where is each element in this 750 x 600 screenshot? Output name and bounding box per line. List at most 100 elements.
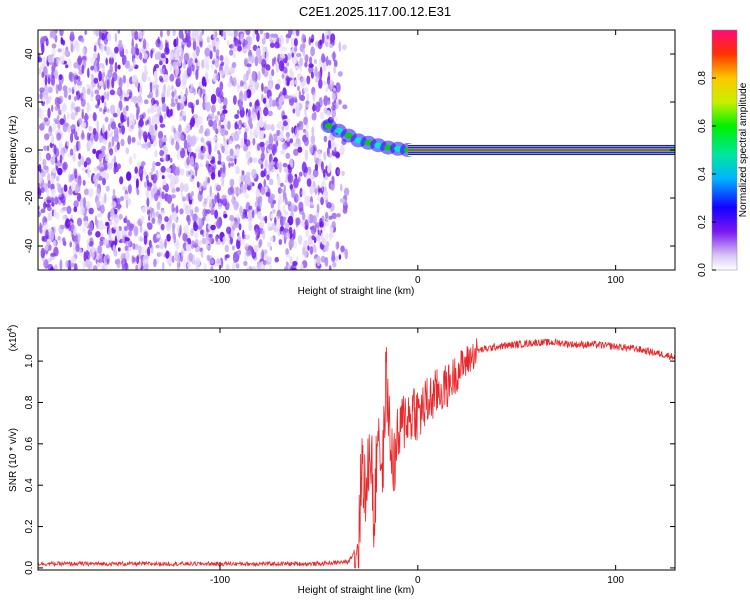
noise-speckle	[180, 190, 184, 199]
noise-speckle	[247, 218, 253, 223]
noise-speckle	[164, 238, 167, 249]
noise-speckle	[136, 105, 140, 115]
noise-speckle	[307, 77, 310, 85]
noise-speckle	[255, 188, 261, 198]
noise-speckle	[282, 115, 288, 120]
noise-speckle	[81, 55, 87, 62]
noise-speckle	[105, 185, 110, 192]
noise-speckle	[127, 199, 131, 204]
noise-speckle	[179, 133, 184, 141]
noise-speckle	[321, 53, 326, 64]
noise-speckle	[82, 167, 86, 172]
noise-speckle	[339, 198, 346, 204]
noise-speckle	[304, 149, 309, 161]
noise-speckle	[227, 82, 233, 88]
noise-speckle	[314, 187, 318, 196]
noise-speckle	[236, 82, 240, 93]
noise-speckle	[44, 75, 48, 86]
noise-speckle	[105, 153, 109, 162]
noise-speckle	[325, 233, 329, 240]
noise-speckle	[161, 93, 165, 98]
noise-speckle	[321, 32, 325, 44]
noise-speckle	[48, 230, 55, 242]
noise-speckle	[275, 139, 279, 147]
noise-speckle	[46, 74, 52, 79]
colorbar-frame	[711, 29, 738, 271]
noise-speckle	[169, 52, 174, 60]
noise-speckle	[130, 96, 135, 102]
noise-speckle	[263, 179, 267, 188]
noise-speckle	[161, 175, 165, 180]
noise-speckle	[312, 103, 315, 112]
noise-speckle	[186, 65, 192, 77]
snr-y-label: SNR (10 * v/v)	[8, 428, 19, 492]
noise-speckle	[323, 95, 329, 107]
noise-speckle	[53, 69, 59, 80]
noise-speckle	[314, 163, 319, 171]
noise-speckle	[222, 105, 227, 110]
noise-speckle	[279, 95, 283, 105]
noise-speckle	[171, 85, 174, 91]
noise-speckle	[280, 43, 283, 54]
noise-speckle	[223, 148, 229, 156]
noise-speckle	[188, 30, 191, 37]
noise-speckle	[62, 237, 66, 243]
noise-speckle	[90, 73, 95, 82]
noise-speckle	[239, 106, 245, 111]
noise-speckle	[245, 234, 251, 240]
noise-speckle	[268, 132, 273, 142]
noise-speckle	[76, 217, 83, 227]
noise-speckle	[248, 205, 253, 210]
noise-speckle	[262, 97, 267, 104]
noise-speckle	[119, 176, 124, 185]
noise-speckle	[282, 190, 286, 201]
noise-speckle	[77, 75, 81, 82]
noise-speckle	[53, 118, 59, 123]
noise-speckle	[98, 161, 104, 173]
noise-speckle	[148, 214, 151, 221]
noise-speckle	[277, 175, 281, 187]
noise-speckle	[136, 255, 140, 265]
spectrogram-panel: -100 0 100 -40 -20 0 20 40 Height of straight …	[8, 29, 749, 297]
noise-speckle	[78, 153, 81, 160]
noise-speckle	[265, 191, 271, 197]
noise-speckle	[99, 30, 102, 40]
noise-speckle	[137, 30, 143, 39]
noise-speckle	[69, 148, 74, 156]
noise-speckle	[298, 90, 302, 100]
noise-speckle	[207, 154, 212, 160]
noise-speckle	[101, 30, 108, 39]
noise-speckle	[57, 48, 62, 53]
noise-speckle	[128, 66, 132, 73]
noise-speckle	[256, 143, 261, 151]
noise-speckle	[175, 142, 180, 151]
noise-speckle	[167, 154, 171, 161]
noise-speckle	[287, 30, 293, 37]
noise-speckle	[105, 221, 109, 227]
noise-speckle	[106, 258, 110, 265]
noise-speckle	[159, 60, 163, 66]
noise-speckle	[290, 37, 296, 47]
noise-speckle	[246, 267, 251, 270]
noise-speckle	[190, 227, 195, 237]
noise-speckle	[200, 229, 204, 235]
signal-core	[324, 123, 333, 129]
noise-speckle	[144, 171, 148, 177]
noise-speckle	[185, 87, 188, 97]
noise-speckle	[298, 201, 304, 212]
noise-speckle	[213, 45, 216, 53]
noise-speckle	[147, 108, 151, 115]
noise-speckle	[305, 228, 309, 238]
noise-speckle	[102, 238, 109, 246]
noise-speckle	[112, 112, 118, 118]
noise-speckle	[267, 256, 272, 263]
noise-speckle	[208, 233, 213, 238]
noise-speckle	[84, 112, 88, 122]
noise-speckle	[99, 107, 103, 112]
noise-speckle	[118, 40, 123, 44]
noise-speckle	[332, 262, 337, 268]
noise-speckle	[278, 133, 284, 142]
noise-speckle	[229, 148, 234, 157]
noise-speckle	[47, 263, 54, 270]
noise-speckle	[284, 222, 290, 229]
